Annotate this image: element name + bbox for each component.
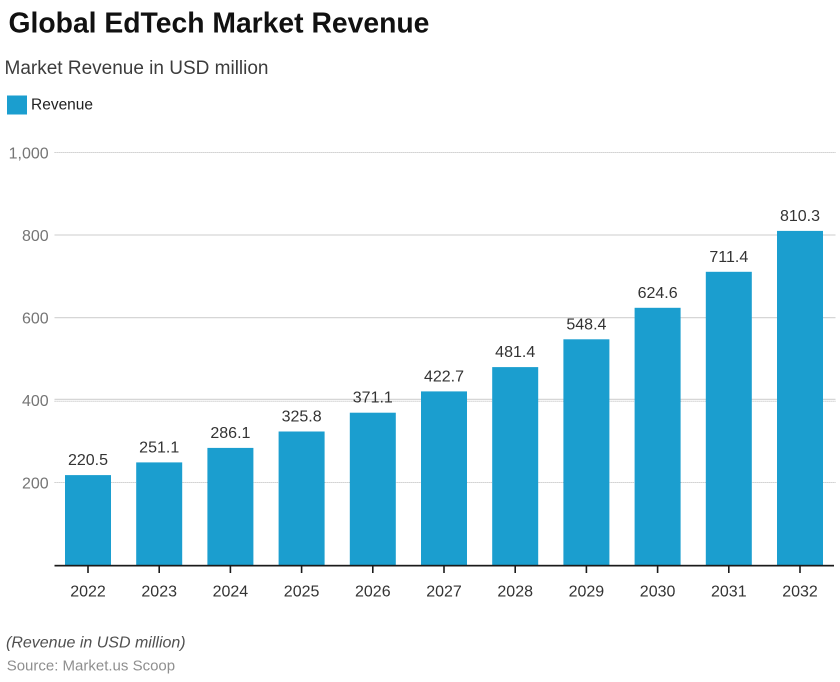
svg-text:2024: 2024 — [213, 583, 249, 600]
svg-text:Global EdTech Market Revenue: Global EdTech Market Revenue — [9, 7, 430, 39]
svg-text:2027: 2027 — [426, 583, 462, 600]
svg-text:481.4: 481.4 — [495, 344, 535, 361]
svg-text:422.7: 422.7 — [424, 368, 464, 385]
svg-text:200: 200 — [22, 476, 49, 493]
svg-text:Revenue: Revenue — [31, 97, 93, 114]
svg-text:325.8: 325.8 — [282, 409, 322, 426]
svg-text:251.1: 251.1 — [139, 439, 179, 456]
svg-text:286.1: 286.1 — [210, 425, 250, 442]
svg-text:2022: 2022 — [70, 583, 106, 600]
svg-text:600: 600 — [22, 311, 49, 328]
svg-text:Market Revenue in USD million: Market Revenue in USD million — [5, 58, 269, 79]
svg-text:624.6: 624.6 — [638, 285, 678, 302]
svg-text:Source: Market.us Scoop: Source: Market.us Scoop — [7, 657, 175, 674]
svg-text:371.1: 371.1 — [353, 390, 393, 407]
svg-text:2031: 2031 — [711, 583, 747, 600]
svg-text:2032: 2032 — [782, 583, 818, 600]
svg-text:2028: 2028 — [497, 583, 533, 600]
svg-text:1,000: 1,000 — [9, 146, 49, 163]
svg-text:810.3: 810.3 — [780, 208, 820, 225]
svg-text:2030: 2030 — [640, 583, 676, 600]
svg-text:800: 800 — [22, 228, 49, 245]
svg-text:220.5: 220.5 — [68, 452, 108, 469]
svg-text:400: 400 — [22, 393, 49, 410]
svg-text:2029: 2029 — [569, 583, 605, 600]
svg-text:2025: 2025 — [284, 583, 320, 600]
svg-text:711.4: 711.4 — [709, 249, 748, 266]
svg-text:548.4: 548.4 — [566, 316, 606, 333]
svg-text:2026: 2026 — [355, 583, 391, 600]
svg-text:(Revenue in USD million): (Revenue in USD million) — [6, 635, 186, 652]
svg-text:2023: 2023 — [141, 583, 177, 600]
